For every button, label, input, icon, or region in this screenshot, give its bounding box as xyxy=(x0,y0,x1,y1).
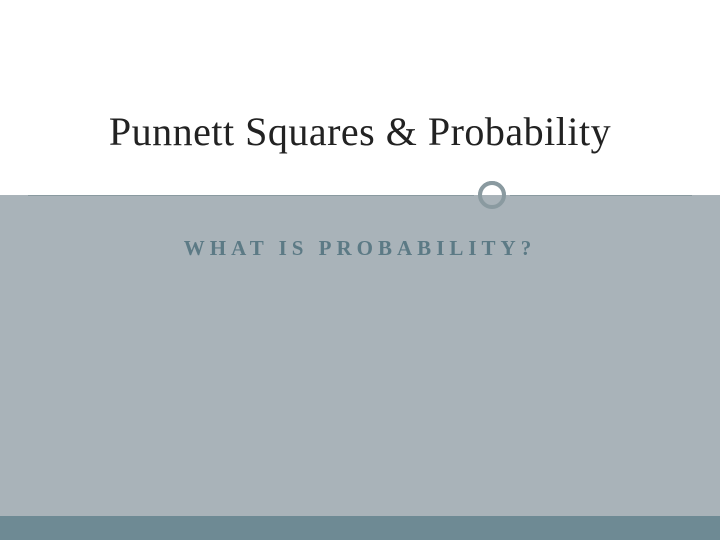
slide: Punnett Squares & Probability WHAT IS PR… xyxy=(0,0,720,540)
slide-title: Punnett Squares & Probability xyxy=(0,108,720,155)
bottom-accent-bar xyxy=(0,516,720,540)
divider-ring-outline xyxy=(478,181,506,209)
divider-line xyxy=(28,195,692,196)
slide-subtitle: WHAT IS PROBABILITY? xyxy=(0,236,720,261)
